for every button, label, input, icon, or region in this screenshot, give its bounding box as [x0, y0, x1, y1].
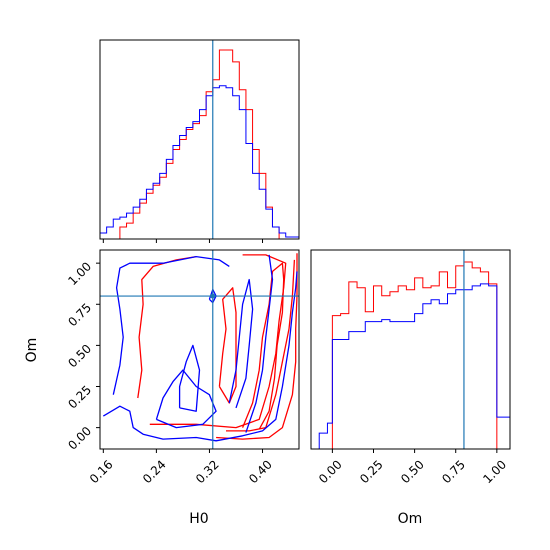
om-y-tick-label: 1.00 — [65, 259, 94, 288]
contour-red — [241, 262, 285, 430]
x-axis-label-om: Om — [398, 511, 423, 527]
y-axis-label-om: Om — [24, 338, 40, 363]
om-x-tick-label: 1.00 — [480, 457, 509, 486]
om-x-tick-label: 0.00 — [316, 457, 345, 486]
truth-point — [210, 293, 216, 299]
contour-blue — [228, 278, 254, 409]
h0-x-tick-label: 0.32 — [193, 457, 222, 486]
om-hist-blue — [311, 283, 511, 450]
contour-blue — [245, 254, 274, 433]
om-x-tick-label: 0.25 — [357, 457, 386, 486]
om-marginal-panel: 0.00 0.25 0.50 0.75 1.00 — [310, 249, 511, 486]
contour-blue — [178, 344, 201, 412]
contour-red — [216, 253, 298, 440]
h0-om-contour-panel: 0.16 0.24 0.32 0.40 0.00 0.25 0.50 0.75 1.00 — [65, 249, 300, 486]
h0-hist-blue — [99, 85, 300, 239]
h0-marginal-frame — [99, 39, 300, 240]
contour-blue — [155, 369, 217, 429]
contour-frame — [99, 249, 300, 450]
contour-lines — [102, 253, 298, 442]
om-y-tick-label: 0.00 — [65, 424, 94, 453]
h0-x-tick-label: 0.40 — [246, 457, 275, 486]
h0-x-tick-label: 0.24 — [140, 457, 169, 486]
contour-red — [218, 287, 237, 404]
h0-marginal-panel — [99, 39, 300, 243]
om-y-tick-label: 0.50 — [65, 342, 94, 371]
contour-blue — [102, 271, 298, 442]
h0-hist-red — [100, 49, 299, 240]
om-hist-red — [311, 261, 510, 450]
om-y-tick-label: 0.25 — [65, 383, 94, 412]
h0-x-tick-label: 0.16 — [87, 457, 116, 486]
om-y-tick-label: 0.75 — [65, 300, 94, 329]
x-axis-label-h0: H0 — [189, 511, 208, 527]
om-x-tick-label: 0.75 — [439, 457, 468, 486]
contour-red — [137, 255, 197, 399]
om-marginal-frame — [310, 249, 511, 450]
contour-red — [226, 259, 296, 432]
contour-blue — [112, 255, 230, 395]
om-x-tick-label: 0.50 — [398, 457, 427, 486]
